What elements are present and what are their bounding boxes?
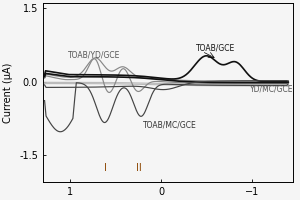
Text: YD/MC/GCE: YD/MC/GCE bbox=[250, 84, 293, 93]
Y-axis label: Current (μA): Current (μA) bbox=[4, 62, 14, 123]
Text: II: II bbox=[136, 163, 142, 173]
Text: TOAB/YD/GCE: TOAB/YD/GCE bbox=[68, 50, 121, 59]
Text: TOAB/MC/GCE: TOAB/MC/GCE bbox=[143, 120, 196, 129]
Text: I: I bbox=[104, 163, 106, 173]
Text: TOAB/GCE: TOAB/GCE bbox=[196, 44, 235, 53]
